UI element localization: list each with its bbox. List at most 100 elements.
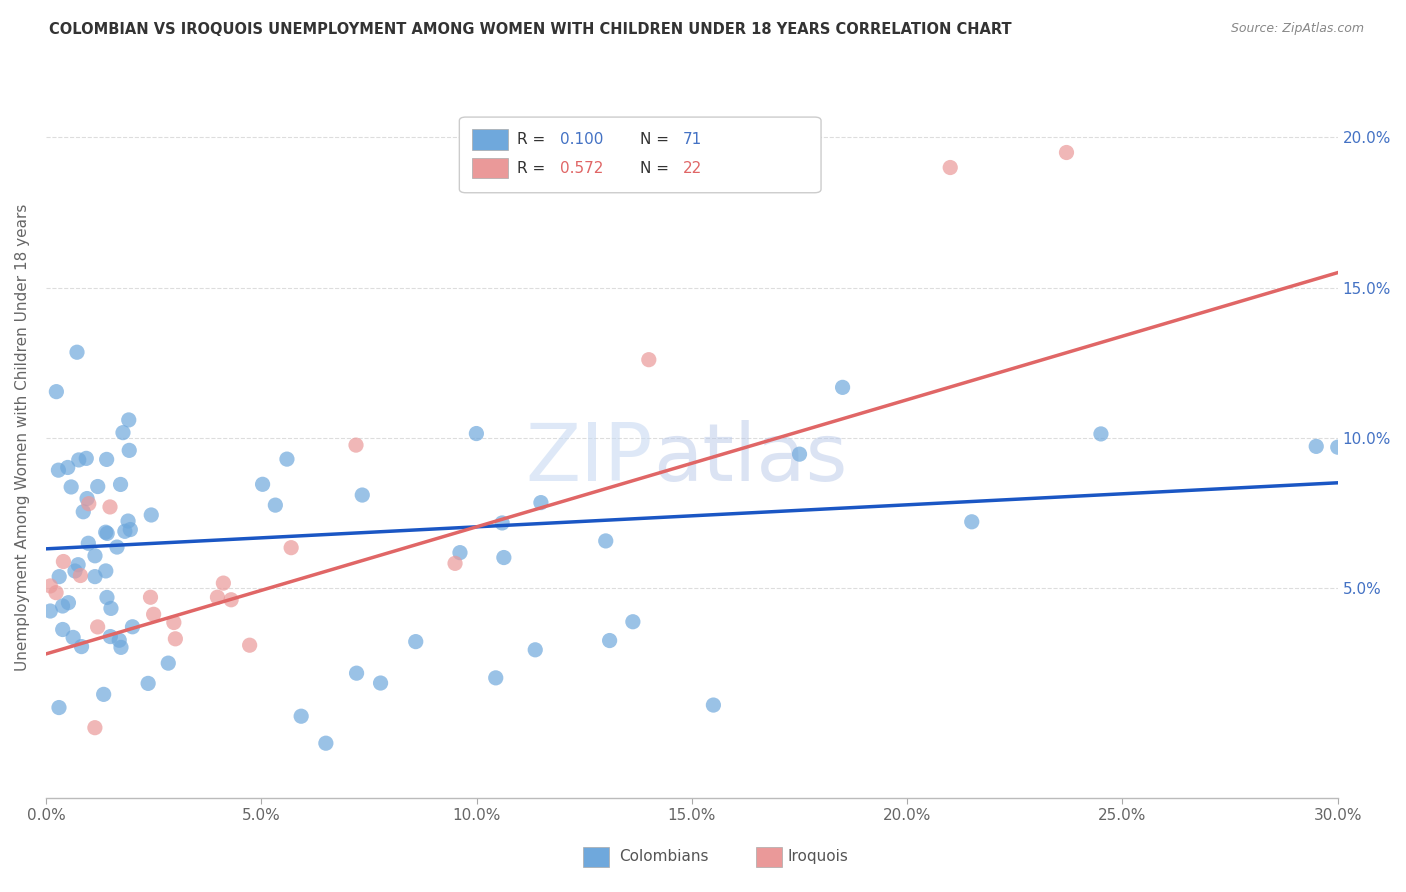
FancyBboxPatch shape: [472, 129, 509, 150]
Point: [491, 516, 513, 530]
Point: [75, 451, 97, 466]
Point: [621, 615, 644, 629]
Point: [344, 438, 367, 452]
Point: [142, 607, 165, 622]
Point: [52, 623, 75, 637]
Point: [789, 447, 811, 461]
Point: [69, 568, 91, 582]
Point: [405, 634, 427, 648]
Point: [1305, 439, 1327, 453]
Point: [48, 700, 70, 714]
Point: [444, 557, 467, 571]
Point: [67, 453, 90, 467]
Text: 0.100: 0.100: [560, 132, 603, 147]
Point: [449, 546, 471, 560]
Point: [96, 591, 118, 605]
Point: [67, 558, 90, 572]
Point: [66, 345, 89, 359]
Point: [702, 698, 724, 712]
Point: [100, 601, 122, 615]
Point: [465, 426, 488, 441]
Text: Source: ZipAtlas.com: Source: ZipAtlas.com: [1230, 22, 1364, 36]
Point: [58, 596, 80, 610]
Point: [98, 630, 121, 644]
FancyBboxPatch shape: [472, 158, 509, 178]
Point: [960, 515, 983, 529]
Point: [96, 452, 118, 467]
Point: [45, 585, 67, 599]
Point: [163, 615, 186, 630]
Point: [114, 524, 136, 539]
Point: [70, 640, 93, 654]
Point: [48, 463, 70, 477]
Point: [595, 533, 617, 548]
Point: [276, 452, 298, 467]
Point: [39, 579, 62, 593]
Point: [118, 413, 141, 427]
Point: [121, 620, 143, 634]
Point: [72, 505, 94, 519]
Point: [98, 500, 121, 514]
Point: [141, 508, 163, 522]
Point: [524, 642, 547, 657]
Point: [94, 525, 117, 540]
Text: Iroquois: Iroquois: [787, 849, 848, 863]
Point: [60, 480, 83, 494]
Point: [96, 526, 118, 541]
Point: [87, 479, 110, 493]
Point: [370, 676, 392, 690]
Point: [86, 620, 108, 634]
Point: [120, 523, 142, 537]
Point: [77, 497, 100, 511]
Point: [290, 709, 312, 723]
Point: [219, 592, 242, 607]
Point: [63, 564, 86, 578]
Point: [48, 569, 70, 583]
Point: [239, 638, 262, 652]
Text: 22: 22: [683, 161, 702, 176]
Text: R =: R =: [517, 132, 551, 147]
Point: [485, 671, 508, 685]
Point: [111, 425, 134, 440]
Point: [52, 555, 75, 569]
Point: [108, 633, 131, 648]
Point: [94, 564, 117, 578]
Point: [207, 590, 229, 604]
Point: [62, 631, 84, 645]
Point: [315, 736, 337, 750]
Point: [157, 656, 180, 670]
Point: [212, 576, 235, 591]
Point: [110, 640, 132, 655]
Point: [84, 569, 107, 583]
Text: COLOMBIAN VS IROQUOIS UNEMPLOYMENT AMONG WOMEN WITH CHILDREN UNDER 18 YEARS CORR: COLOMBIAN VS IROQUOIS UNEMPLOYMENT AMONG…: [49, 22, 1012, 37]
Point: [939, 161, 962, 175]
Point: [93, 687, 115, 701]
Text: atlas: atlas: [654, 420, 848, 499]
Point: [39, 604, 62, 618]
Point: [136, 676, 159, 690]
Point: [77, 536, 100, 550]
Y-axis label: Unemployment Among Women with Children Under 18 years: Unemployment Among Women with Children U…: [15, 204, 30, 672]
Point: [117, 514, 139, 528]
Point: [1326, 440, 1348, 454]
Point: [346, 666, 368, 681]
Point: [492, 550, 515, 565]
Text: N =: N =: [640, 132, 673, 147]
Point: [252, 477, 274, 491]
Point: [76, 491, 98, 506]
Point: [56, 460, 79, 475]
Point: [165, 632, 187, 646]
Point: [118, 443, 141, 458]
Point: [599, 633, 621, 648]
Point: [530, 495, 553, 509]
Text: N =: N =: [640, 161, 673, 176]
Point: [52, 599, 75, 613]
Text: ZIP: ZIP: [526, 420, 654, 499]
Point: [280, 541, 302, 555]
Point: [637, 352, 659, 367]
Point: [1056, 145, 1078, 160]
Text: Colombians: Colombians: [619, 849, 709, 863]
Text: R =: R =: [517, 161, 551, 176]
Text: 71: 71: [683, 132, 702, 147]
Point: [83, 721, 105, 735]
